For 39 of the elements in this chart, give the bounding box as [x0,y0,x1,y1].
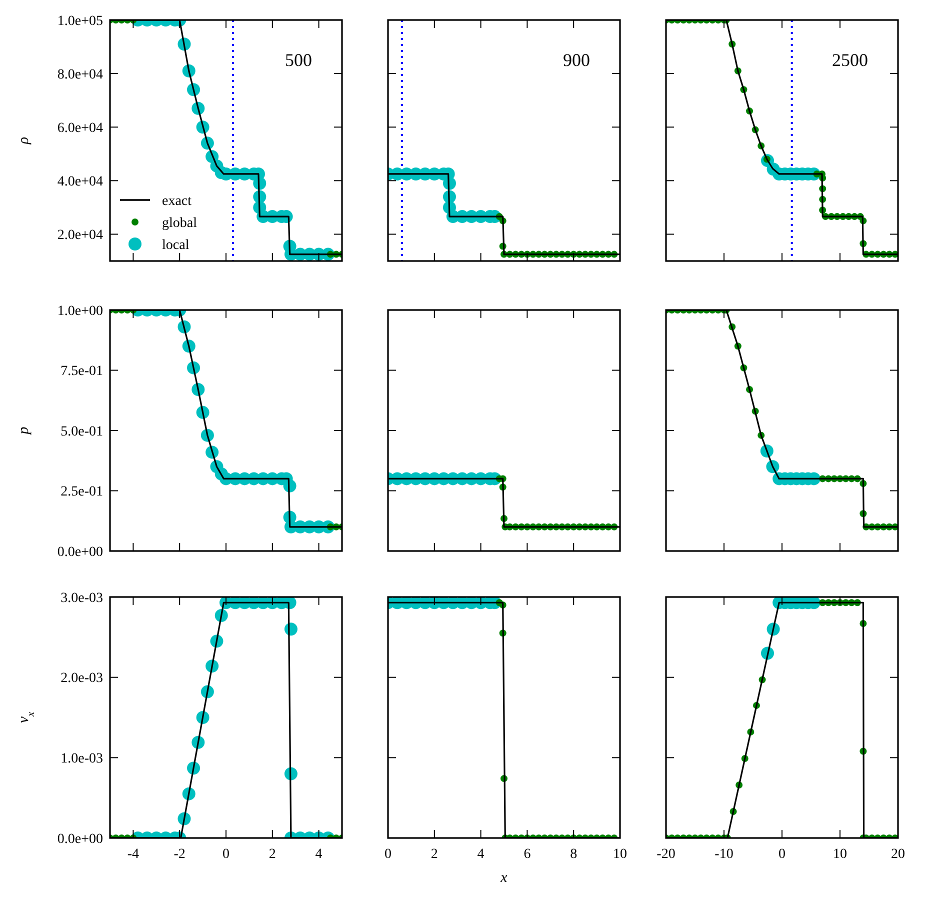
y-tick-label: 2.5e-01 [60,484,103,500]
x-axis-title: x [500,870,508,886]
y-tick-label: 6.0e+04 [57,121,103,136]
y-tick-label: 5.0e-01 [60,424,103,440]
annotation: 500 [285,50,312,70]
legend-label: global [162,216,198,231]
y-tick-label: 1.0e+05 [57,14,103,29]
x-tick-label: 6 [524,847,531,862]
y-tick-label: 3.0e-03 [60,590,103,606]
y-tick-label: 1.0e-03 [60,752,103,767]
x-tick-label: -2 [174,847,186,862]
y-tick-label: 1.0e+00 [57,304,103,319]
legend-label: local [162,238,190,253]
y-tick-label: 2.0e-03 [60,671,103,686]
x-tick-label: 2 [268,847,276,862]
x-tick-label: 0 [222,847,230,862]
y-tick-label: 0.0e+00 [57,544,103,560]
x-tick-label: 10 [613,847,627,862]
x-tick-label: -20 [656,847,676,862]
y-axis-title: ρ [16,136,32,146]
annotation: 2500 [832,50,868,70]
y-tick-label: 4.0e+04 [57,174,103,190]
annotation: 900 [563,50,590,70]
x-tick-label: 4 [477,847,484,862]
x-tick-label: 8 [570,847,578,862]
x-tick-label: -4 [127,847,140,862]
y-tick-label: 2.0e+04 [57,228,103,244]
x-tick-label: 10 [833,847,847,862]
x-tick-label: 0 [778,847,786,862]
x-tick-label: 4 [315,847,322,862]
x-tick-label: -10 [714,847,734,862]
y-tick-label: 7.5e-01 [60,364,103,380]
x-tick-label: 2 [430,847,438,862]
legend-label: exact [162,194,192,209]
y-axis-title: p [16,426,32,436]
x-tick-label: 0 [384,847,392,862]
x-tick-label: 20 [891,847,905,862]
y-tick-label: 0.0e+00 [57,832,103,847]
y-tick-label: 8.0e+04 [57,67,103,82]
